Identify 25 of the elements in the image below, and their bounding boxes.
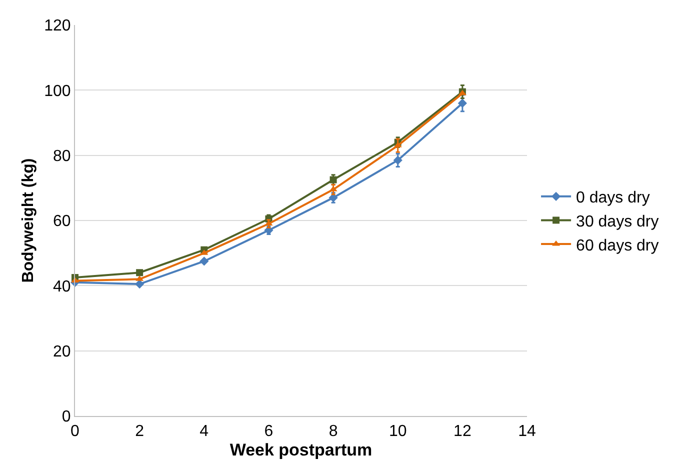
- x-tick-label: 12: [454, 423, 472, 440]
- x-tick-label: 6: [264, 423, 274, 440]
- point: [458, 98, 467, 108]
- y-tick-label: 120: [44, 18, 71, 35]
- y-tick-label: 0: [62, 408, 71, 426]
- point: [200, 256, 209, 266]
- y-tick-label: 40: [53, 278, 71, 296]
- y-axis-title: Bodyweight (kg): [20, 158, 37, 283]
- point: [393, 156, 402, 165]
- legend-label: 0 days dry: [576, 190, 650, 207]
- x-tick-label: 14: [518, 423, 536, 440]
- x-tick-label: 8: [328, 423, 338, 440]
- x-tick-label: 2: [135, 423, 144, 440]
- y-tick-label: 100: [44, 82, 71, 100]
- point: [135, 279, 144, 289]
- point: [136, 269, 144, 276]
- y-tick-label: 20: [53, 343, 71, 360]
- point: [264, 220, 273, 226]
- x-tick-label: 4: [200, 423, 209, 440]
- legend-label: 60 days dry: [576, 237, 659, 254]
- x-tick-label: 10: [388, 423, 407, 440]
- legend-label: 30 days dry: [576, 213, 659, 230]
- x-axis-title: Week postpartum: [230, 440, 372, 460]
- y-tick-label: 80: [53, 148, 71, 165]
- y-tick-label: 60: [53, 213, 71, 230]
